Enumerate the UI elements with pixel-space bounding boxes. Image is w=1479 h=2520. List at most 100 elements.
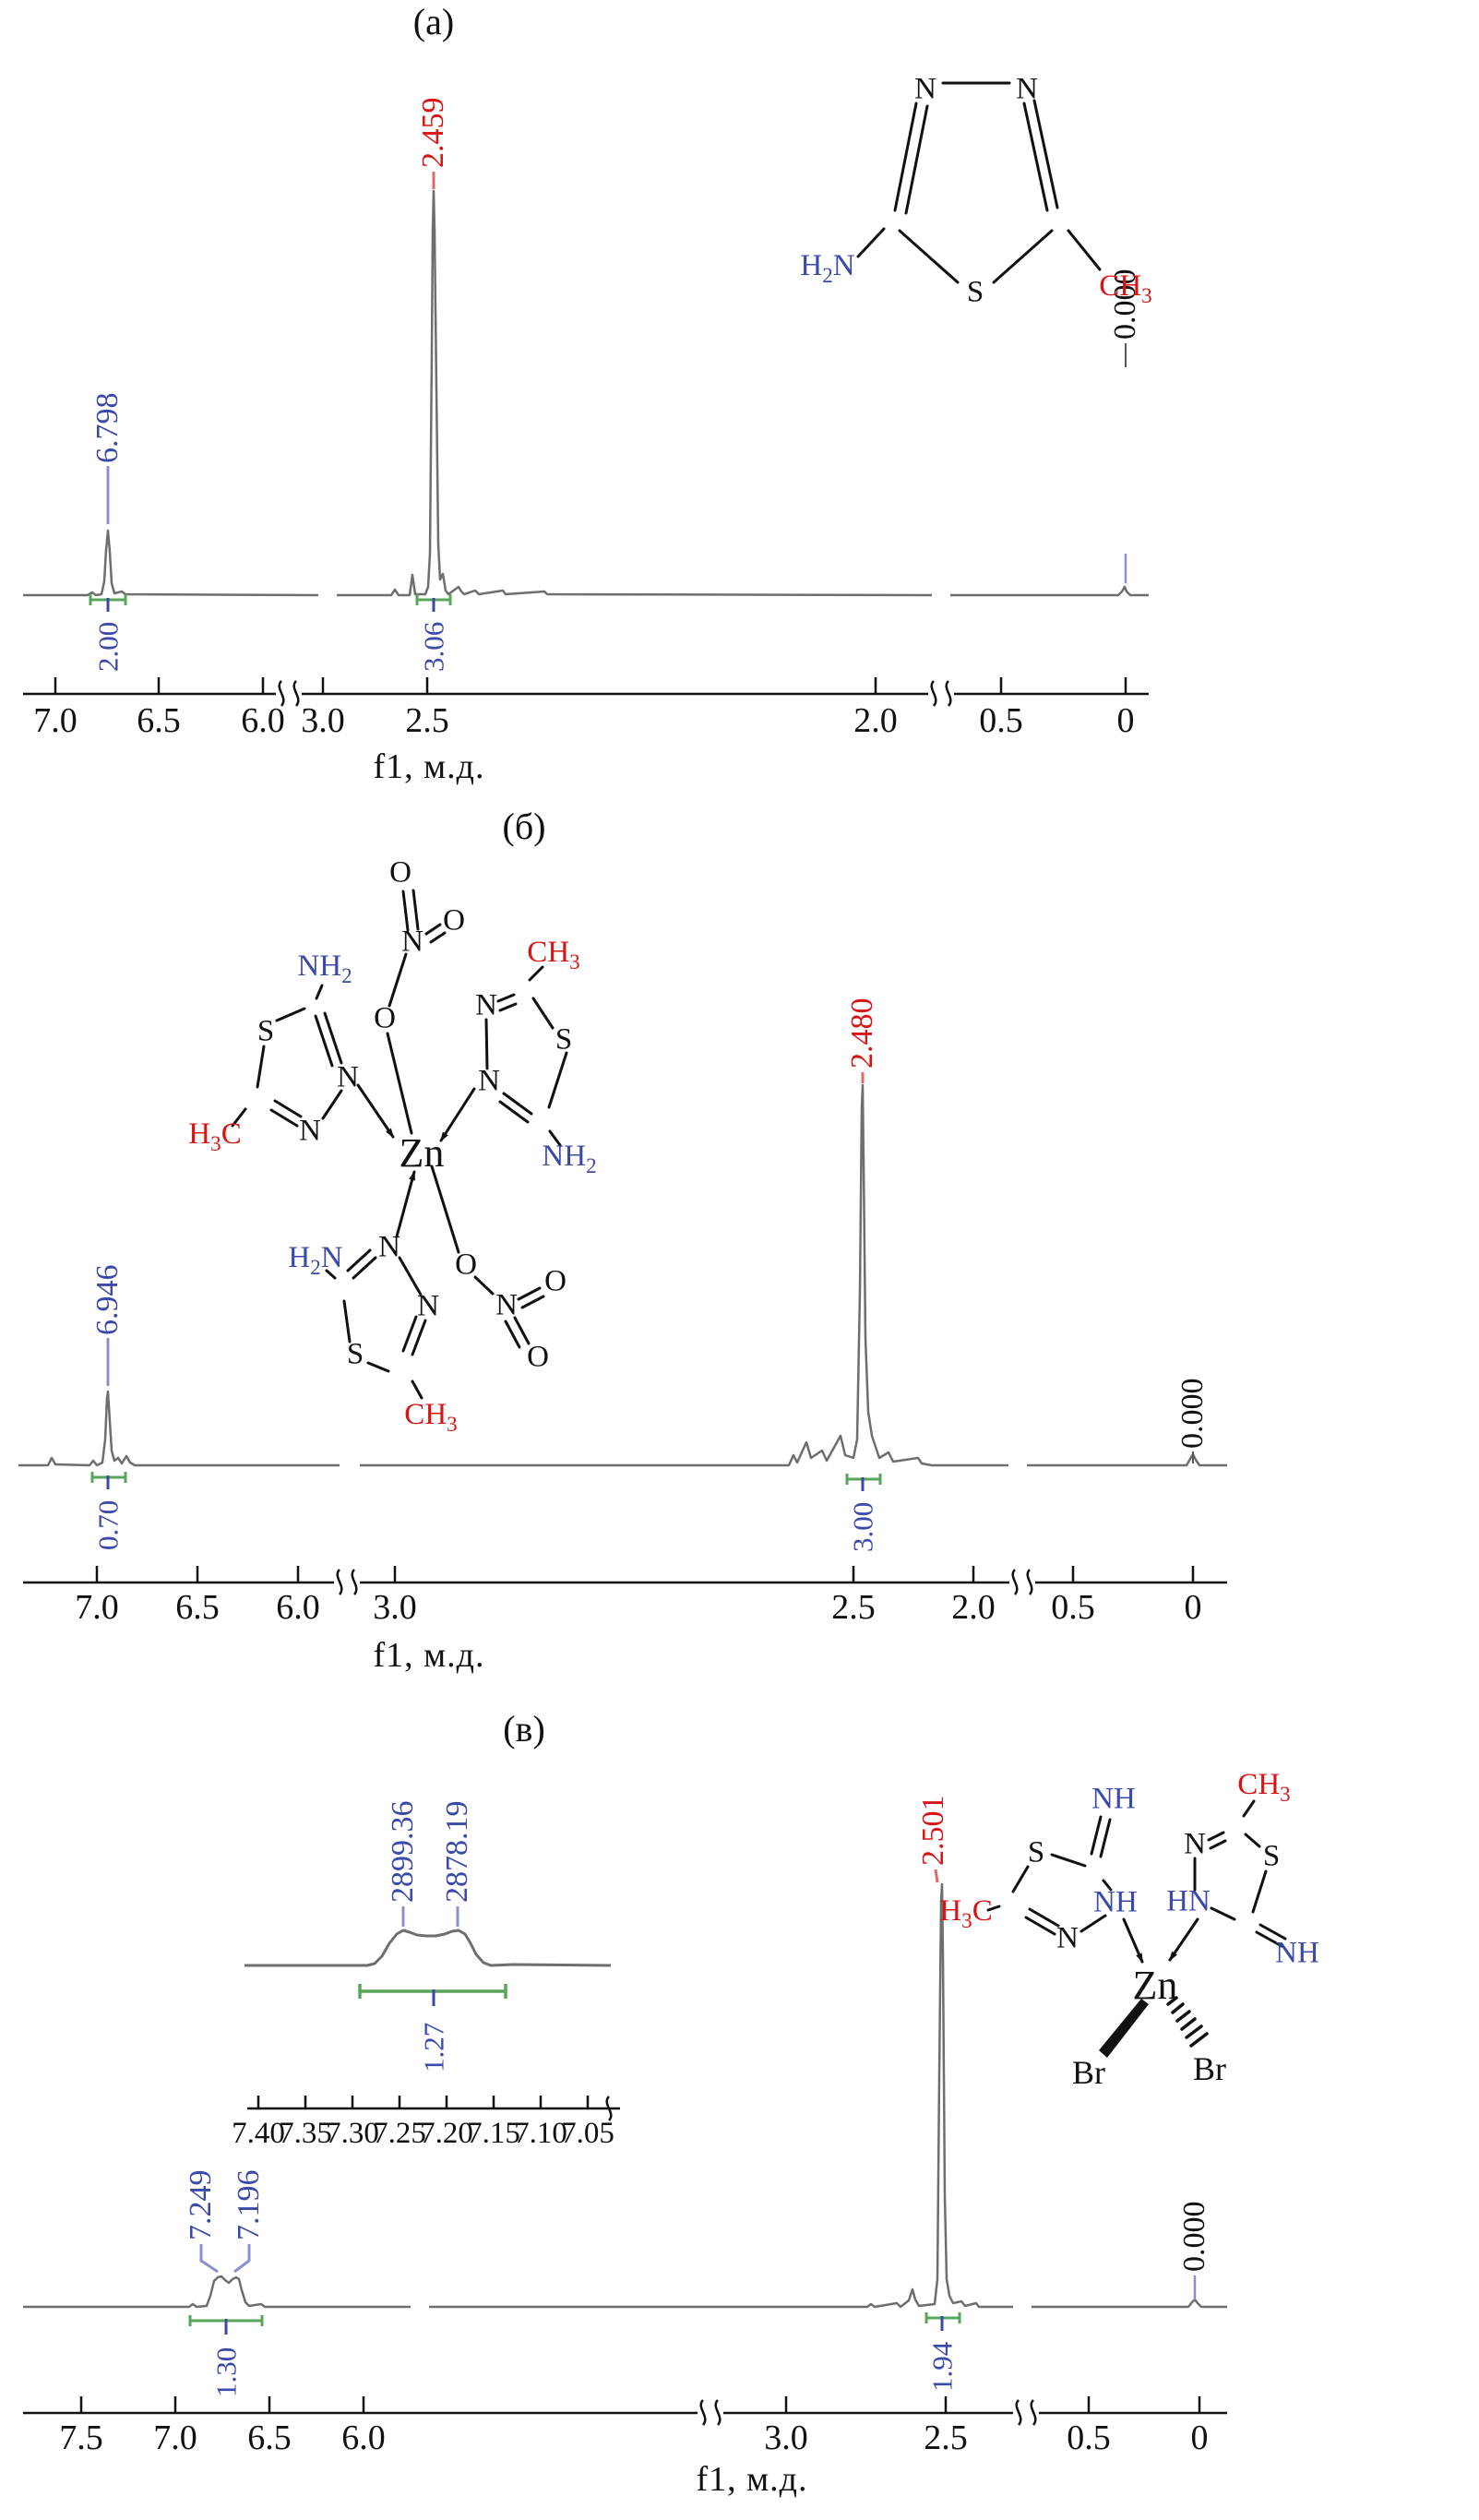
axis-tick-label: 6.0: [241, 701, 285, 740]
atom-label: N: [1056, 1921, 1079, 1955]
atom-label: NH2: [542, 1140, 597, 1177]
inset-tick-label: 7.15: [467, 2117, 520, 2150]
panel-b-axis-breaks: [334, 1569, 1035, 1596]
integral-label: 1.27: [417, 2022, 450, 2072]
peak-label: 7.249: [184, 2169, 218, 2241]
atom-label: Br: [1072, 2054, 1105, 2091]
panel-v-integral-brackets: [188, 2312, 961, 2326]
atom-label: NH2: [297, 949, 352, 987]
panel-v-inset: [245, 1906, 620, 2121]
axis-tick-label: 0: [1116, 701, 1135, 740]
panel-v-axis-breaks: [698, 2399, 1039, 2427]
atom-label: O: [527, 1340, 549, 1374]
atom-label: N: [475, 988, 497, 1022]
inset-tick-label: 7.40: [232, 2117, 285, 2150]
atom-label: N: [337, 1060, 359, 1094]
panel-b-integral-brackets: [90, 1472, 882, 1485]
axis-tick-label: 3.0: [373, 1588, 417, 1627]
atom-label: NH: [1091, 1782, 1136, 1816]
axis-tick-label: 3.0: [764, 2418, 808, 2457]
atom-label: N: [914, 72, 936, 106]
inset-tick-label: 7.10: [514, 2117, 567, 2150]
axis-title-a: f1, м.д.: [373, 747, 485, 786]
atom-label: H2N: [800, 249, 855, 287]
atom-label: H3C: [939, 1894, 993, 1932]
atom-label: HN: [1166, 1884, 1211, 1918]
inset-tick-label: 7.05: [561, 2117, 614, 2150]
axis-tick-label: 0.5: [979, 701, 1023, 740]
panel-v-axis: [23, 2396, 1227, 2415]
inset-tick-label: 7.35: [279, 2117, 332, 2150]
atom-label: N: [378, 1230, 400, 1264]
panel-a-axis-breaks: [276, 680, 954, 708]
integral-label: 3.00: [846, 1501, 879, 1552]
atom-label: S: [1027, 1835, 1045, 1869]
atom-label: S: [555, 1022, 573, 1057]
axis-tick-label: 2.0: [853, 701, 898, 740]
atom-label: NH: [1275, 1936, 1319, 1970]
axis-tick-label: 2.5: [831, 1588, 876, 1627]
axis-tick-label: 0: [1190, 2418, 1209, 2457]
peak-label: 2899.36: [386, 1800, 420, 1904]
structure-a-bonds: [856, 81, 1102, 284]
axis-tick-label: 6.5: [175, 1588, 220, 1627]
panel-tag-b: (б): [502, 806, 546, 847]
structure-v-bonds: [986, 1799, 1287, 2058]
inset-tick-label: 7.30: [326, 2117, 379, 2150]
atom-label: S: [346, 1337, 364, 1371]
inset-tick-label: 7.20: [420, 2117, 473, 2150]
atom-label: N: [1016, 72, 1038, 106]
panel-v-integral-ticks: [224, 2316, 944, 2335]
panel-b-integral-ticks: [106, 1475, 865, 1491]
axis-title-b: f1, м.д.: [373, 1636, 485, 1675]
atom-label: O: [455, 1248, 477, 1282]
peak-label: 2.480: [845, 997, 879, 1069]
atom-label: H2N: [288, 1241, 343, 1279]
atom-label: N: [299, 1114, 321, 1148]
integral-label: 3.06: [417, 621, 450, 672]
axis-tick-label: 7.0: [153, 2418, 197, 2457]
axis-tick-label: 7.5: [59, 2418, 103, 2457]
axis-tick-label: 2.5: [405, 701, 449, 740]
axis-tick-label: 2.0: [951, 1588, 996, 1627]
atom-label: NH: [1093, 1885, 1138, 1919]
peak-label: 6.946: [90, 1264, 125, 1336]
axis-tick-label: 6.5: [137, 701, 181, 740]
panel-a-leaders: [106, 172, 1127, 583]
peak-label: 7.196: [232, 2169, 266, 2241]
atom-label: Zn: [399, 1130, 445, 1176]
panel-tag-v: (в): [503, 1708, 545, 1750]
axis-tick-label: 6.0: [341, 2418, 386, 2457]
panel-a-axis: [23, 677, 1149, 696]
atom-label: N: [1184, 1827, 1206, 1861]
panel-a-integral-ticks: [106, 598, 435, 612]
atom-label: CH3: [527, 936, 580, 973]
integral-label: 2.00: [91, 621, 125, 672]
peak-label: 0.000: [1177, 2201, 1211, 2273]
atom-label: CH3: [1099, 269, 1152, 307]
axis-tick-label: 7.0: [33, 701, 78, 740]
atom-label: Br: [1193, 2050, 1226, 2087]
atom-label: N: [495, 1288, 518, 1322]
atom-label: CH3: [1237, 1768, 1291, 1806]
atom-label: N: [401, 925, 423, 959]
atom-label: N: [478, 1064, 500, 1098]
peak-label: 2.501: [916, 1795, 950, 1867]
axis-tick-label: 6.0: [276, 1588, 320, 1627]
peak-label: 2.459: [416, 97, 450, 169]
structure-b-bonds: [231, 889, 568, 1400]
axis-tick-label: 2.5: [924, 2418, 968, 2457]
peak-label: 6.798: [90, 392, 125, 464]
peak-label: 0.000: [1175, 1378, 1210, 1450]
axis-tick-label: 7.0: [75, 1588, 119, 1627]
atom-label: H3C: [188, 1117, 242, 1155]
atom-label: N: [417, 1289, 439, 1323]
atom-label: O: [389, 855, 411, 890]
atom-label: S: [966, 275, 984, 309]
axis-title-v: f1, м.д.: [696, 2460, 808, 2499]
axis-tick-label: 3.0: [301, 701, 345, 740]
panel-v-leaders: [199, 1869, 1197, 2299]
atom-label: O: [374, 1001, 396, 1035]
axis-tick-label: 0: [1184, 1588, 1202, 1627]
